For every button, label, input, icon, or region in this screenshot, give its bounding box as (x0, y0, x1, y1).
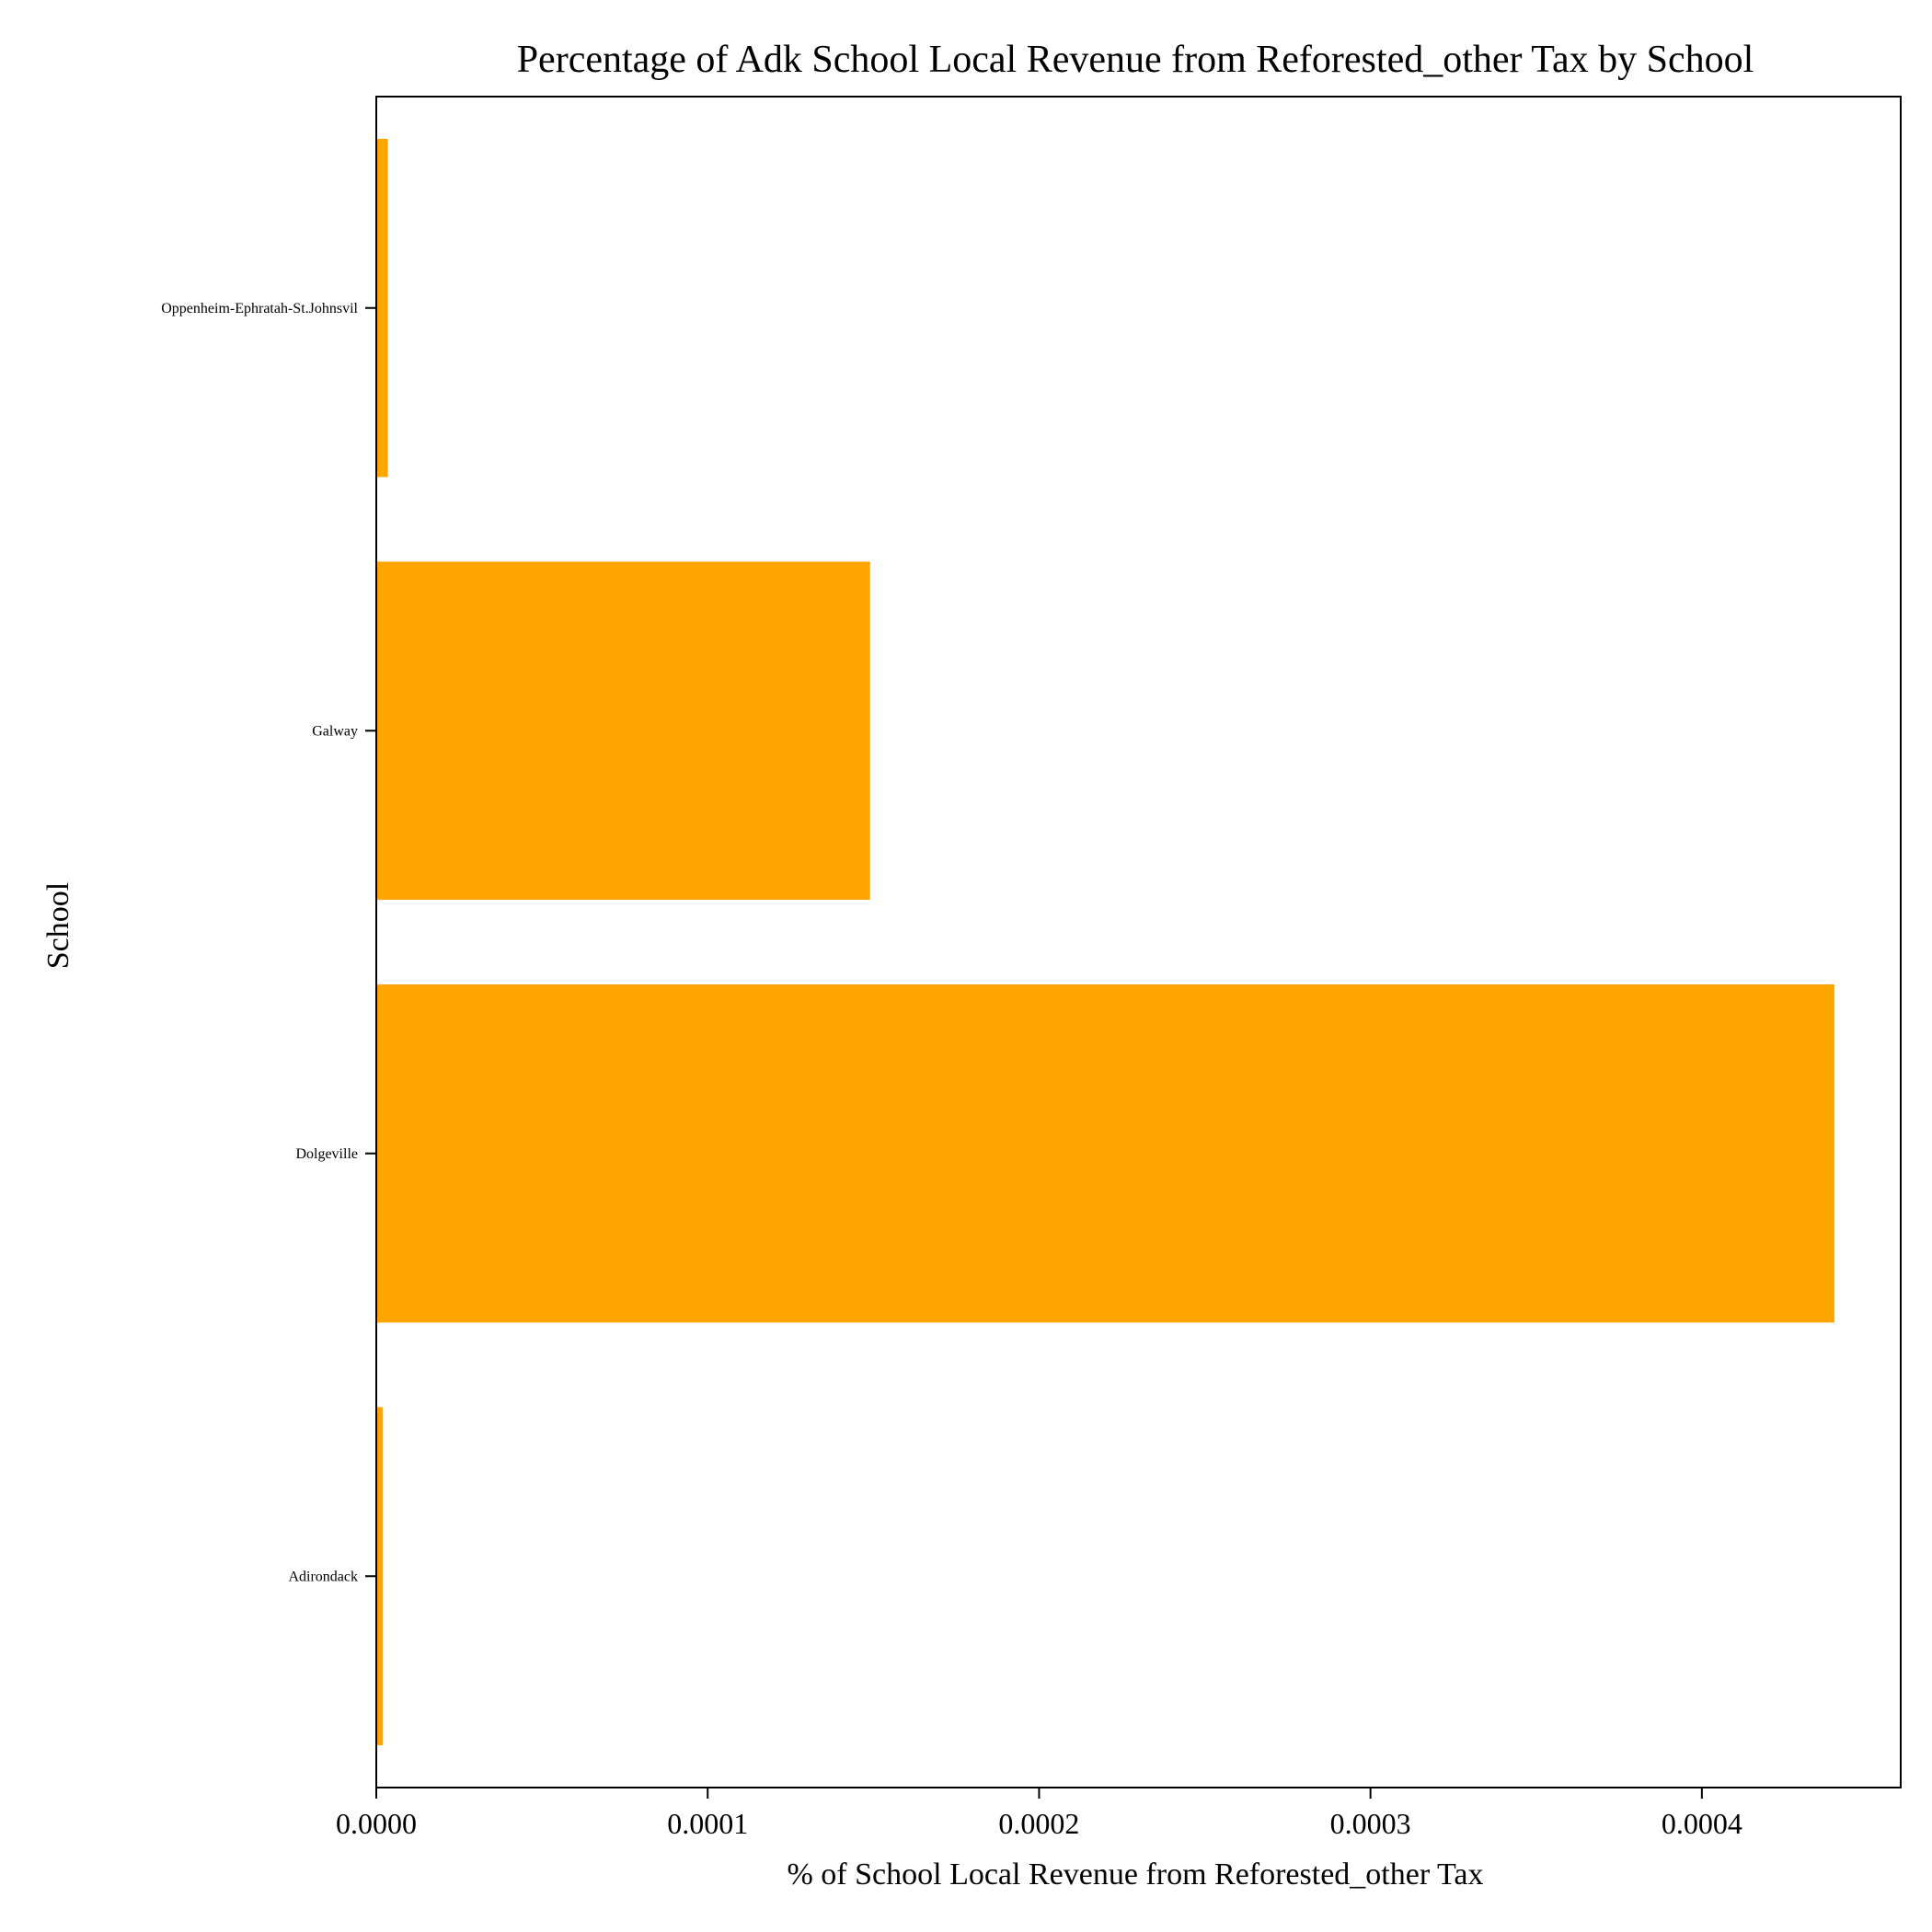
x-tick-label: 0.0000 (336, 1807, 417, 1840)
y-tick-label: Dolgeville (295, 1146, 358, 1162)
plot-area-frame (375, 96, 1902, 1788)
y-tick-label: Adirondack (288, 1569, 358, 1584)
y-tick-label: Galway (312, 723, 358, 739)
bars-group (376, 138, 1834, 1746)
y-axis-label: School (41, 882, 75, 969)
y-ticks-group: Adirondack Dolgeville Galway Oppenheim-Ephr… (161, 301, 376, 1584)
x-tick-label: 0.0001 (667, 1807, 748, 1840)
bar-dolgeville (376, 983, 1834, 1323)
x-axis-label: % of School Local Revenue from Reforeste… (787, 1857, 1483, 1892)
chart-title: Percentage of Adk School Local Revenue f… (517, 39, 1754, 81)
y-tick-label: Oppenheim-Ephratah-St.Johnsvil (161, 301, 358, 316)
bar-adirondack (376, 1407, 384, 1746)
x-tick-label: 0.0002 (998, 1807, 1079, 1840)
x-ticks-group: 0.0000 0.0001 0.0002 0.0003 0.0004 (336, 1788, 1742, 1840)
x-tick-label: 0.0004 (1662, 1807, 1742, 1840)
bar-oppenheim-ephratah-st-johnsvil (376, 138, 388, 477)
x-tick-label: 0.0003 (1330, 1807, 1411, 1840)
bar-galway (376, 561, 870, 901)
